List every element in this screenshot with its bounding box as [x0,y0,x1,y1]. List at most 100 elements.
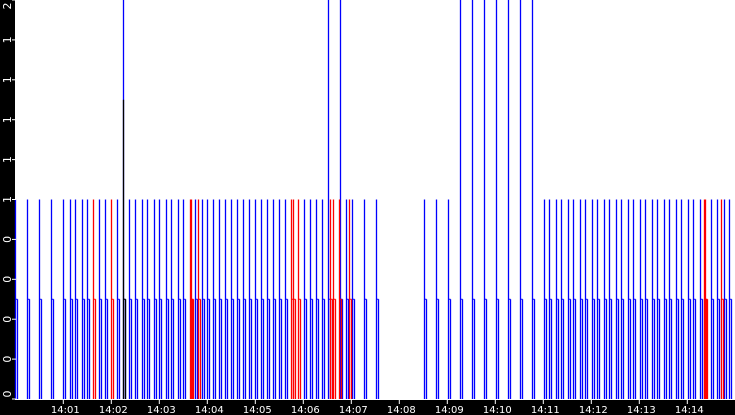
spike-0-86 [710,199,715,399]
spike-0-22 [182,199,187,399]
spike-0-3 [50,199,55,399]
spike-0-25 [206,199,211,399]
x-tick-label: 14:02 [99,405,128,415]
x-tick-label: 14:03 [147,405,176,415]
spike-0-54 [483,0,488,399]
spike-0-61 [555,199,560,399]
spike-0-0 [14,199,19,399]
x-axis-band [0,400,735,415]
spike-0-29 [230,199,235,399]
spike-0-58 [531,0,536,399]
spike-0-67 [591,199,596,399]
spike-0-23 [194,199,199,399]
spike-0-81 [675,199,680,399]
spike-0-35 [266,199,271,399]
spike-0-5 [69,199,74,399]
spike-0-62 [560,199,565,399]
spike-0-26 [212,199,217,399]
spike-0-60 [548,199,553,399]
spike-1-7 [297,199,302,399]
spike-1-14 [720,199,725,399]
spike-2-0 [122,99,127,399]
spike-0-76 [644,199,649,399]
spike-0-33 [254,199,259,399]
spike-0-6 [74,199,79,399]
y-tick-label: 0 [1,316,14,323]
spike-0-13 [128,199,133,399]
spike-0-4 [62,199,67,399]
spike-0-82 [680,199,685,399]
spike-0-45 [345,199,350,399]
spike-1-9 [332,199,337,399]
spike-0-72 [620,199,625,399]
spike-0-55 [495,0,500,399]
spike-0-87 [716,199,721,399]
spike-0-77 [651,199,656,399]
spike-0-8 [86,199,91,399]
x-tick-label: 14:06 [291,405,320,415]
y-tick-label: 0 [1,276,14,283]
spike-0-74 [632,199,637,399]
x-tick-label: 14:05 [243,405,272,415]
spike-0-14 [134,199,139,399]
spike-0-27 [218,199,223,399]
spike-0-78 [656,199,661,399]
spike-0-37 [278,199,283,399]
spike-0-36 [272,199,277,399]
spike-0-39 [303,199,308,399]
y-tick-label: 1 [1,76,14,83]
y-axis-band [0,0,15,415]
spike-0-73 [627,199,632,399]
spike-0-15 [141,199,146,399]
spike-0-30 [236,199,241,399]
spike-0-31 [242,199,247,399]
y-tick-label: 0 [1,391,14,398]
spike-0-84 [692,199,697,399]
spike-0-47 [363,199,368,399]
spike-1-11 [348,199,353,399]
y-tick-label: 1 [1,116,14,123]
y-tick-label: 1 [1,36,14,43]
y-axis-ticks: 0 0 0 0 0 1 1 1 1 1 2 [1,0,16,400]
spike-1-4 [197,199,202,399]
spike-0-2 [38,199,43,399]
spike-0-52 [459,0,464,399]
spike-0-16 [146,199,151,399]
spike-0-28 [224,199,229,399]
y-tick-label: 0 [1,236,14,243]
spike-0-68 [596,199,601,399]
spike-0-42 [321,199,326,399]
spike-0-48 [375,199,380,399]
spike-0-9 [98,199,103,399]
spike-0-7 [81,199,86,399]
spike-0-51 [447,199,452,399]
spike-0-18 [158,199,163,399]
spike-0-83 [687,199,692,399]
spike-0-56 [507,0,512,399]
x-tick-label: 14:11 [531,405,560,415]
spike-1-3 [190,199,195,399]
x-tick-label: 14:10 [483,405,512,415]
spike-0-19 [165,199,170,399]
spike-0-46 [351,199,356,399]
spike-0-79 [663,199,668,399]
x-tick-label: 14:13 [627,405,656,415]
spike-0-63 [567,199,572,399]
spike-0-70 [608,199,613,399]
spike-1-13 [704,199,709,399]
spike-0-80 [668,199,673,399]
spike-0-89 [728,199,733,399]
x-tick-label: 14:01 [51,405,80,415]
spike-0-66 [584,199,589,399]
spike-0-32 [248,199,253,399]
x-tick-label: 14:04 [195,405,224,415]
y-tick-label: 1 [1,196,14,203]
spike-1-1 [110,199,115,399]
spike-0-71 [615,199,620,399]
spike-1-6 [292,199,297,399]
x-tick-label: 14:14 [675,405,704,415]
spike-0-24 [201,199,206,399]
spike-0-88 [723,199,728,399]
x-axis-ticks: 14:01 14:02 14:03 14:04 14:05 14:06 14:07 14:08… [51,400,704,415]
